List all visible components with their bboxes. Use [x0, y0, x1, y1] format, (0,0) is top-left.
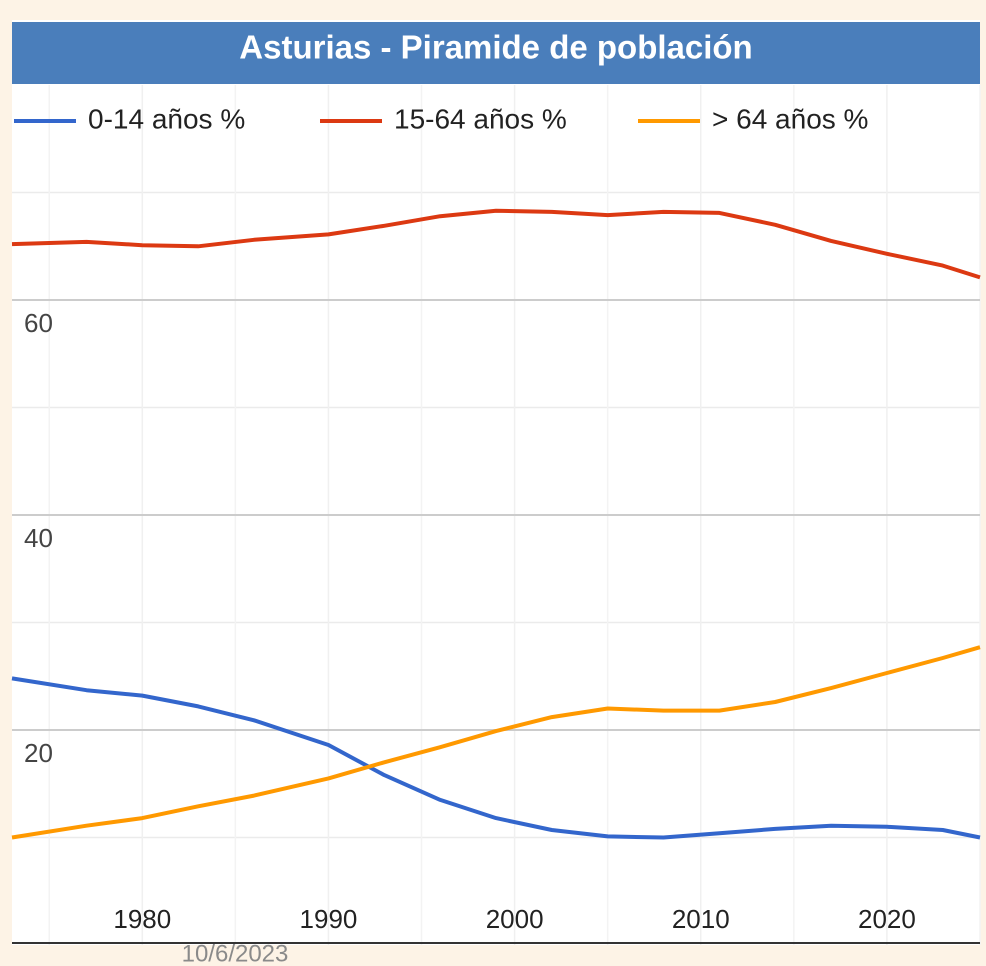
series-line — [11, 208, 981, 280]
legend-label: 0-14 años % — [88, 103, 245, 134]
x-tick-label: 1980 — [113, 904, 171, 934]
y-tick-label: 20 — [24, 738, 53, 768]
x-tick-label: 1990 — [300, 904, 358, 934]
y-tick-label: 40 — [24, 523, 53, 553]
x-tick-label: 2000 — [486, 904, 544, 934]
x-tick-label: 2010 — [672, 904, 730, 934]
x-tick-label: 2020 — [858, 904, 916, 934]
y-tick-label: 60 — [24, 308, 53, 338]
series-line — [11, 676, 981, 840]
title-bar — [12, 22, 980, 84]
footer-date: 10/6/2023 — [182, 940, 289, 966]
chart-title: Asturias - Piramide de población — [239, 29, 752, 66]
legend-label: > 64 años % — [712, 103, 868, 134]
legend-label: 15-64 años % — [394, 103, 567, 134]
series-line — [11, 645, 981, 840]
chart-background — [12, 20, 980, 945]
